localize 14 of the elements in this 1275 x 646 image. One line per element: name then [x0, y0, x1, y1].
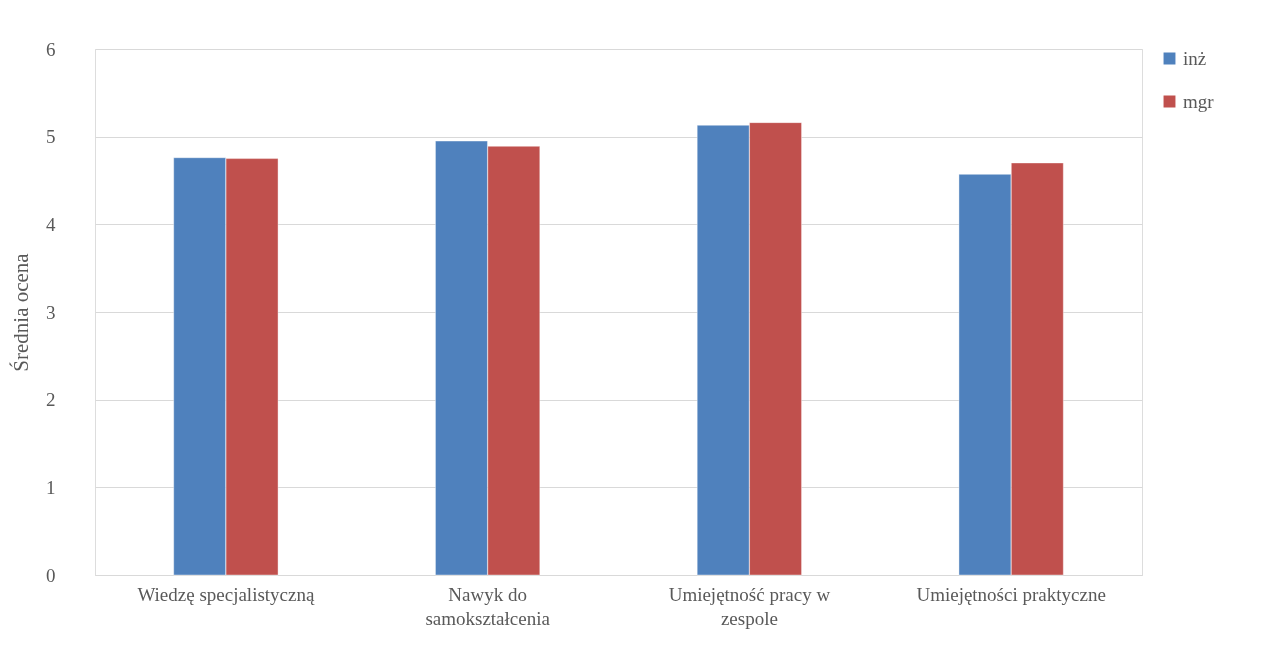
y-tick-label: 1: [46, 476, 56, 498]
y-tick-label: 5: [46, 126, 56, 148]
y-tick-label: 4: [46, 213, 56, 235]
y-tick-label: 3: [46, 301, 56, 323]
legend-label: mgr: [1183, 90, 1215, 112]
y-tick-label: 6: [46, 38, 56, 60]
y-axis-title: Średnia ocena: [9, 252, 33, 372]
legend-label: inż: [1183, 47, 1207, 69]
y-tick-label: 0: [46, 564, 56, 586]
x-tick-label: Nawyk do samokształcenia: [425, 583, 551, 629]
x-tick-label: Umiejętność pracy w zespole: [668, 583, 831, 629]
y-tick-label: 2: [46, 389, 56, 411]
x-tick-label: Umiejętności praktyczne: [916, 583, 1106, 605]
x-tick-label: Wiedzę specjalistyczną: [137, 583, 315, 605]
